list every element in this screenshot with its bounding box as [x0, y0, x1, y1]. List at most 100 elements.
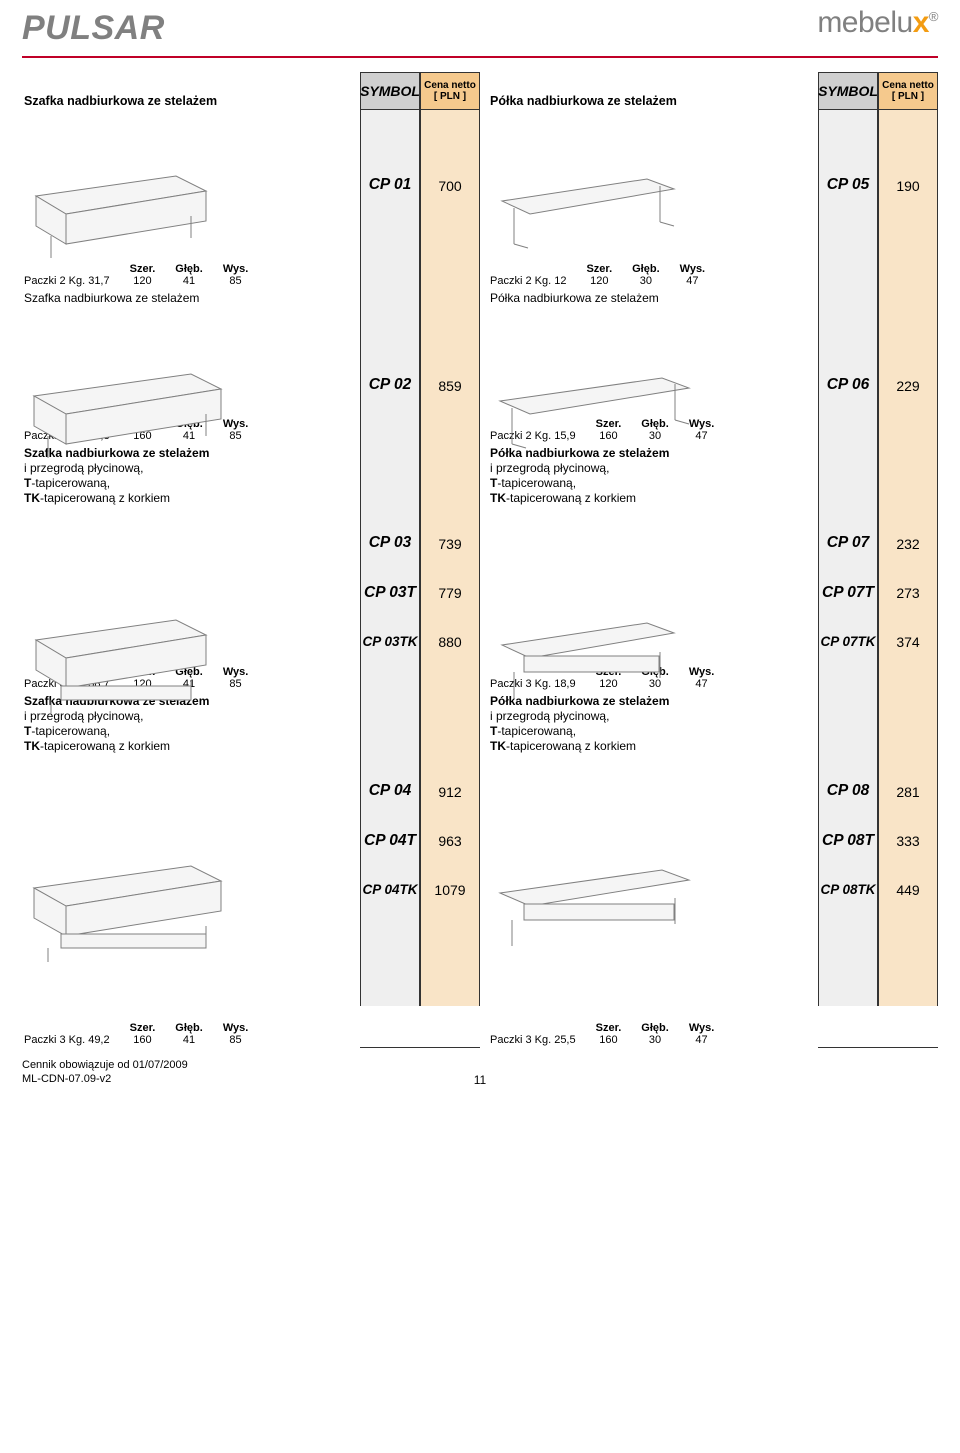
dim-gleb: 30 [641, 1034, 669, 1046]
dim-label-szer: Szer. [596, 1022, 622, 1034]
symbol-value: CP 04TK [361, 850, 419, 897]
dim-wys: 85 [223, 275, 248, 287]
dim-label-wys: Wys. [680, 263, 705, 275]
dimensions: Paczki 2 Kg. 12 Szer.120 Głęb.30 Wys.47 [488, 263, 818, 287]
dim-paczki: Paczki 2 Kg. 31,7 [24, 275, 110, 287]
column-header-row: Szafka nadbiurkowa ze stelażem SYMBOL Ce… [22, 72, 480, 110]
dim-wys: 85 [223, 678, 248, 690]
dim-label-wys: Wys. [689, 1022, 714, 1034]
price-header-l2: [ PLN ] [434, 91, 466, 102]
product-block: Paczki 3 Kg. 38,7 Szer.120 Głęb.41 Wys.8… [22, 510, 480, 758]
page-header: PULSAR mebelux® [0, 0, 960, 56]
symbol-value: CP 04 [361, 758, 419, 800]
price-value: 374 [879, 601, 937, 650]
logo-text: mebelu [817, 6, 912, 39]
cabinet-illustration [26, 366, 236, 466]
symbol-value: CP 05 [819, 110, 877, 194]
cabinet-illustration [26, 166, 226, 266]
shelf-illustration [492, 858, 702, 958]
dim-label-wys: Wys. [223, 1022, 248, 1034]
dim-label-gleb: Głęb. [641, 1022, 669, 1034]
dim-szer: 160 [130, 1034, 156, 1046]
dim-label-wys: Wys. [689, 666, 714, 678]
price-header-l1: Cena netto [424, 80, 476, 91]
dimensions: Paczki 2 Kg. 31,7 Szer.120 Głęb.41 Wys.8… [22, 263, 360, 287]
symbol-value: CP 07T [819, 552, 877, 602]
price-value: 333 [879, 800, 937, 849]
symbol-value: CP 02 [361, 310, 419, 394]
symbol-header: SYMBOL [818, 72, 878, 110]
product-title: Półka nadbiurkowa ze stelażem [488, 287, 818, 306]
price-value: 779 [421, 552, 479, 601]
red-divider [22, 56, 938, 58]
left-column: Szafka nadbiurkowa ze stelażem SYMBOL Ce… [22, 72, 480, 1048]
dim-paczki: Paczki 3 Kg. 49,2 [24, 1034, 110, 1046]
dim-wys: 47 [680, 275, 705, 287]
dim-label-szer: Szer. [586, 263, 612, 275]
logo: mebelux® [817, 6, 938, 40]
dim-gleb: 30 [632, 275, 660, 287]
price-value: 880 [421, 601, 479, 650]
symbol-value: CP 01 [361, 110, 419, 194]
page-title: PULSAR [22, 9, 165, 48]
symbol-header: SYMBOL [360, 72, 420, 110]
symbol-value: CP 04T [361, 800, 419, 850]
price-header-l1: Cena netto [882, 80, 934, 91]
product-block: Paczki 2 Kg. 40,3 Szer.160 Głęb.41 Wys.8… [22, 310, 480, 510]
price-value: 232 [879, 510, 937, 552]
cabinet-illustration [26, 858, 236, 968]
shelf-illustration [492, 610, 692, 710]
symbol-value: CP 06 [819, 310, 877, 394]
product-block: Paczki 2 Kg. 31,7 Szer.120 Głęb.41 Wys.8… [22, 110, 480, 310]
price-value: 190 [879, 110, 937, 194]
dim-wys: 47 [689, 1034, 714, 1046]
dim-gleb: 41 [175, 275, 203, 287]
shelf-illustration [492, 366, 702, 456]
price-header-l2: [ PLN ] [892, 91, 924, 102]
section-title: Półka nadbiurkowa ze stelażem [488, 94, 818, 110]
footer-line2: ML-CDN-07.09-v2 [22, 1072, 188, 1086]
dim-szer: 120 [586, 275, 612, 287]
right-column: Półka nadbiurkowa ze stelażem SYMBOL Cen… [480, 72, 938, 1048]
price-value: 1079 [421, 849, 479, 898]
symbol-value: CP 08 [819, 758, 877, 800]
footer-line1: Cennik obowiązuje od 01/07/2009 [22, 1058, 188, 1072]
price-value: 229 [879, 310, 937, 394]
logo-accent: x [913, 6, 929, 39]
product-block: Paczki 3 Kg. 18,9 Szer.120 Głęb.30 Wys.4… [488, 510, 938, 758]
dim-paczki: Paczki 2 Kg. 12 [490, 275, 566, 287]
page-number: 11 [474, 1073, 486, 1087]
price-value: 859 [421, 310, 479, 394]
dim-wys: 85 [223, 1034, 248, 1046]
dim-label-wys: Wys. [223, 666, 248, 678]
symbol-value: CP 03 [361, 510, 419, 552]
column-header-row: Półka nadbiurkowa ze stelażem SYMBOL Cen… [488, 72, 938, 110]
price-value: 273 [879, 552, 937, 601]
shelf-illustration [492, 166, 692, 256]
dim-wys: 47 [689, 678, 714, 690]
symbol-value: CP 07TK [819, 602, 877, 649]
product-block: CP 08 CP 08T CP 08TK 281 333 449 [488, 758, 938, 1006]
logo-mark: ® [929, 9, 938, 24]
price-header: Cena netto [ PLN ] [420, 72, 480, 110]
price-value: 912 [421, 758, 479, 800]
product-block: Paczki 2 Kg. 12 Szer.120 Głęb.30 Wys.47 … [488, 110, 938, 310]
product-title: Szafka nadbiurkowa ze stelażem [22, 287, 360, 306]
symbol-value: CP 03TK [361, 602, 419, 649]
price-value: 700 [421, 110, 479, 194]
price-value: 449 [879, 849, 937, 898]
price-value: 963 [421, 800, 479, 849]
dim-label-gleb: Głęb. [632, 263, 660, 275]
symbol-value: CP 07 [819, 510, 877, 552]
dimensions-row: Paczki 3 Kg. 49,2 Szer.160 Głęb.41 Wys.8… [22, 1006, 480, 1048]
dim-label-szer: Szer. [130, 1022, 156, 1034]
symbol-value: CP 08TK [819, 850, 877, 897]
section-title: Szafka nadbiurkowa ze stelażem [22, 94, 360, 110]
dimensions-row: Paczki 3 Kg. 25,5 Szer.160 Głęb.30 Wys.4… [488, 1006, 938, 1048]
cabinet-illustration [26, 610, 226, 720]
dimensions: Paczki 3 Kg. 49,2 Szer.160 Głęb.41 Wys.8… [22, 1022, 360, 1046]
dim-label-wys: Wys. [223, 263, 248, 275]
price-value: 739 [421, 510, 479, 552]
dim-gleb: 41 [175, 1034, 203, 1046]
dim-szer: 120 [130, 275, 156, 287]
